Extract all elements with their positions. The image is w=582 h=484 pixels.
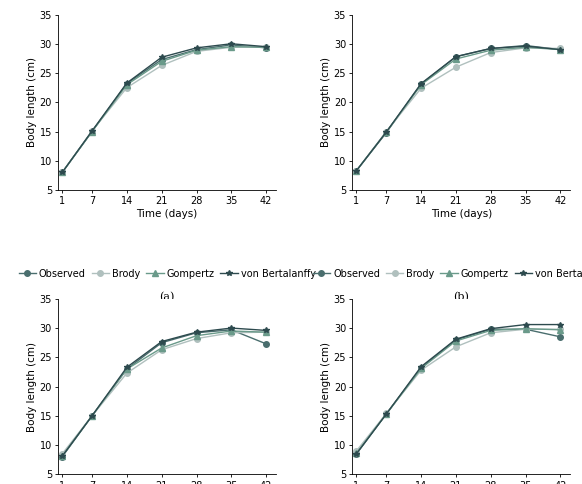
Y-axis label: Body length (cm): Body length (cm) (321, 57, 331, 147)
X-axis label: Time (days): Time (days) (137, 209, 198, 219)
X-axis label: Time (days): Time (days) (431, 209, 492, 219)
Y-axis label: Body length (cm): Body length (cm) (27, 342, 37, 432)
Legend: Observed, Brody, Gompertz, von Bertalanffy: Observed, Brody, Gompertz, von Bertalanf… (313, 269, 582, 279)
Text: (a): (a) (159, 292, 175, 302)
Y-axis label: Body length (cm): Body length (cm) (321, 342, 331, 432)
Text: (b): (b) (453, 292, 469, 302)
Legend: Observed, Brody, Gompertz, von Bertalanffy: Observed, Brody, Gompertz, von Bertalanf… (19, 269, 316, 279)
Y-axis label: Body length (cm): Body length (cm) (27, 57, 37, 147)
